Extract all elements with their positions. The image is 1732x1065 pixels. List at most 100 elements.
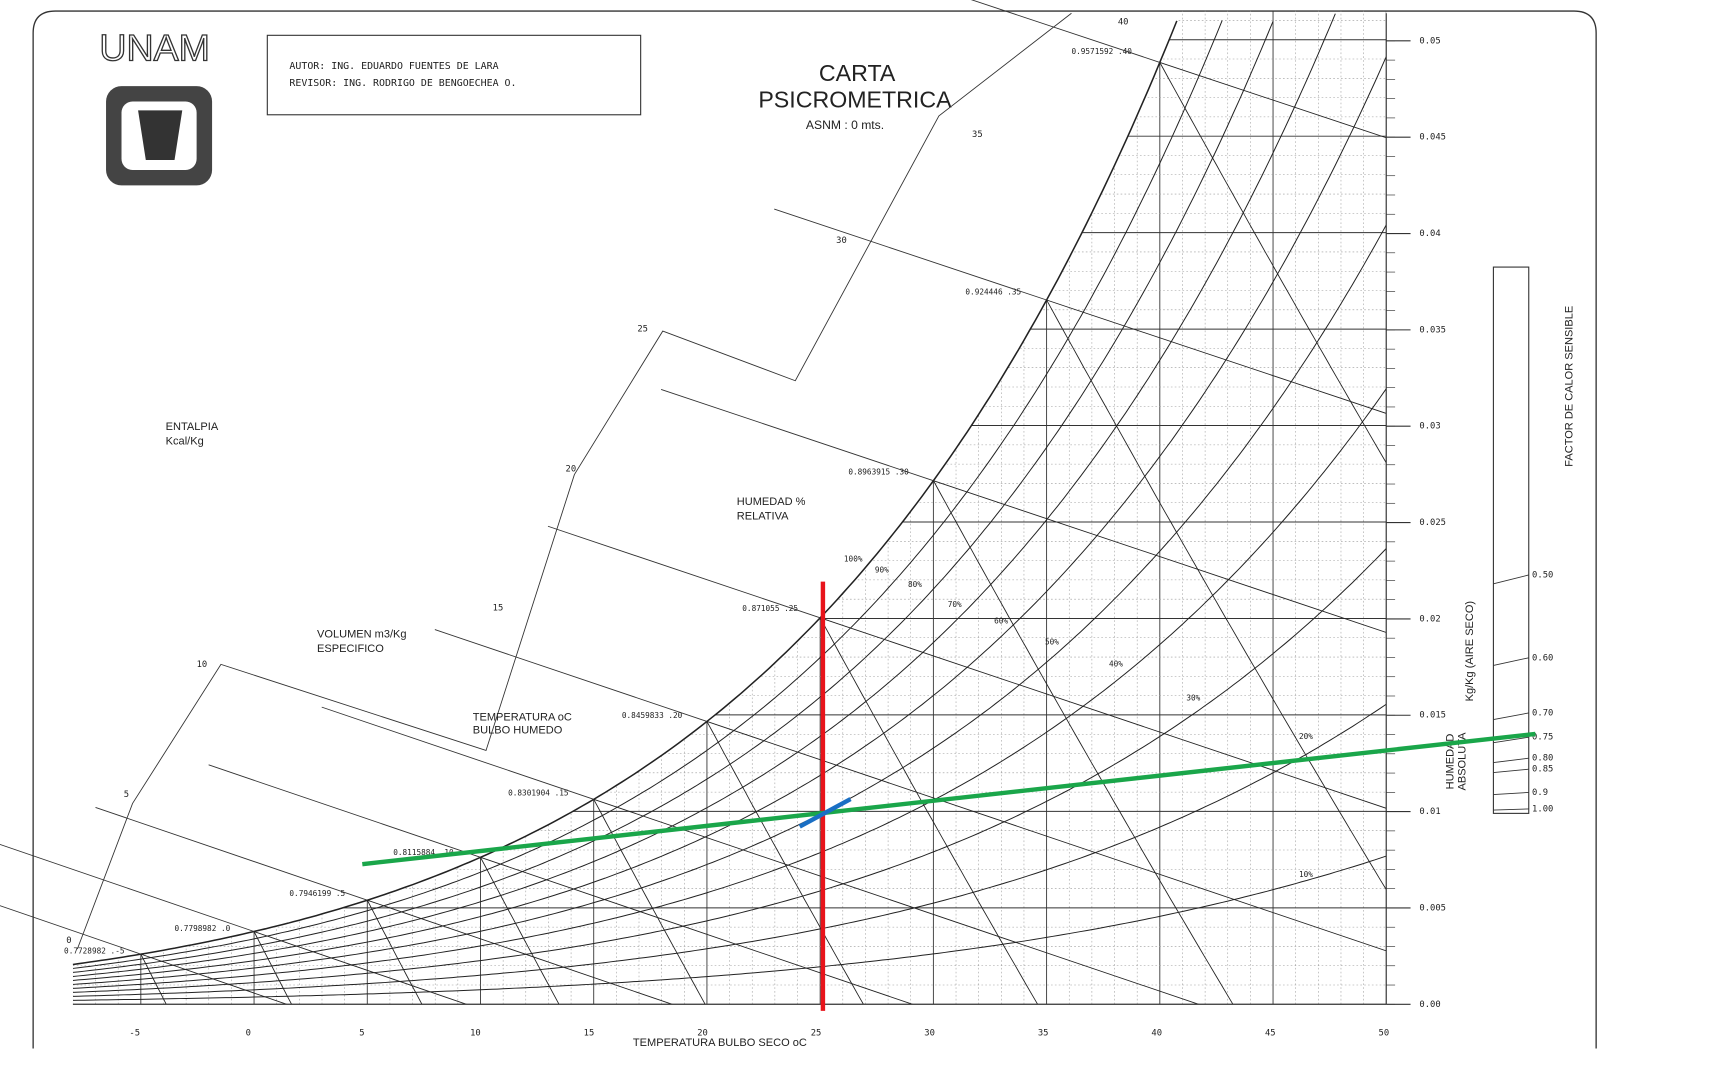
enthalpy-line [547,525,821,619]
rh-curve [72,13,1336,977]
enthalpy-tick-label: 0 [66,936,71,946]
y-tick-label: 0.05 [1419,36,1440,46]
rh-curve [72,855,1387,1001]
enthalpy-line [95,806,368,901]
wet-bulb-line [253,931,467,1005]
y-tick-label: 0.005 [1419,903,1446,913]
page-border [32,10,1597,1049]
shf-tick-label: 0.75 [1532,733,1553,743]
rh-label: 40% [1109,659,1123,668]
x-tick-label: -5 [129,1028,140,1038]
overlay [362,581,1536,1011]
enthalpy-tick-label: 40 [1118,18,1129,28]
shf-tick [1493,808,1529,811]
enthalpy-line [0,905,141,955]
volume-label: 0.8301904 .15 [508,789,569,798]
volume-line [1157,58,1387,1005]
volume-label: 0.7946199 .5 [289,889,345,898]
shf-tick [1493,768,1529,773]
wet-bulb-sub: BULBO HUMEDO [473,725,563,737]
author-box [266,34,642,116]
humidity-label: HUMEDAD [1444,734,1456,790]
wet-bulb-label: TEMPERATURA oC [473,711,572,723]
enthalpy-unit: Kcal/Kg [166,435,204,447]
y-tick-label: 0.035 [1419,325,1446,335]
rh-label: 90% [875,566,889,575]
rh-curve [72,20,1178,966]
y-tick-label: 0.01 [1419,807,1440,817]
volume-label: 0.7798982 .0 [175,924,231,933]
rh-label: 10% [1299,870,1313,879]
shf-tick-label: 0.80 [1532,754,1553,764]
rh-curve [72,388,1387,989]
shf-tick [1493,657,1529,666]
volume-label: VOLUMEN m3/Kg [317,629,407,641]
x-tick-label: 0 [246,1028,251,1038]
enthalpy-line [434,629,708,722]
volume-line [814,608,1039,1005]
volume-line [703,714,864,1005]
state-marker [798,797,852,829]
y-tick-label: 0.02 [1419,614,1440,624]
shf-tick [1493,574,1529,585]
y-tick-label: 0.00 [1419,1000,1440,1010]
x-tick-label: 35 [1038,1028,1049,1038]
x-tick-label: 5 [359,1028,364,1038]
volume-label: 0.924446 .35 [965,287,1021,296]
enthalpy-line [321,706,594,800]
x-tick-label: 20 [697,1028,708,1038]
wet-bulb-line [480,856,913,1005]
y-tick-label: 0.045 [1419,133,1446,143]
enthalpy-line [0,843,255,932]
rh-label: 70% [948,600,962,609]
rh-label: 100% [844,555,863,564]
volume-line [476,849,560,1005]
saturated-area [72,10,1387,1005]
volume-label: 0.9571592 .40 [1071,47,1132,56]
volume-line [136,946,167,1005]
rh-curve [72,21,1274,973]
shf-tick-label: 0.9 [1532,788,1548,798]
unam-emblem [106,86,213,186]
shf-tick-label: 1.00 [1532,804,1553,814]
rh-curve [72,703,1387,997]
rh-curve [72,20,1223,969]
shf-line [362,731,1536,867]
enthalpy-tick-label: 10 [197,660,208,670]
wet-bulb-line [933,480,1387,1005]
y-tick-label: 0.03 [1419,422,1440,432]
enthalpy-tick-label: 5 [124,790,129,800]
wet-bulb-line [593,798,1199,1005]
volume-line [589,791,706,1005]
enthalpy-line [970,0,1160,63]
x-axis-title: TEMPERATURA BULBO SECO oC [633,1037,807,1049]
shf-label: FACTOR DE CALOR SENSIBLE [1564,306,1576,467]
enthalpy-tick-label: 30 [836,236,847,246]
enthalpy-tick-label: 25 [637,324,648,334]
volume-label: 0.7728982 .-5 [64,946,125,955]
x-tick-label: 25 [811,1028,822,1038]
enthalpy-label: ENTALPIA [166,421,219,433]
y-tick-label: 0.025 [1419,518,1446,528]
altitude: ASNM : 0 mts. [806,118,884,132]
wet-bulb-line [1046,299,1387,1005]
rh-label: 60% [994,616,1008,625]
wet-bulb-line [367,899,673,1005]
humidity-sub: ABSOLUTA [1456,732,1468,791]
y-tick-label: 0.04 [1419,229,1440,239]
volume-label: 0.8963915 .30 [848,467,909,476]
shf-box [1492,266,1530,814]
rh-label: 30% [1186,694,1200,703]
rh-label: 20% [1299,732,1313,741]
reviewer: REVISOR: ING. RODRIGO DE BENGOECHEA O. [289,78,516,89]
wet-bulb-line [706,721,1387,1005]
volume-line [365,898,423,1005]
shf-tick [1493,757,1529,764]
enthalpy-tick-label: 15 [493,604,504,614]
title-line2: PSICROMETRICA [758,87,952,113]
shf-tick-label: 0.85 [1532,765,1553,775]
rh-curve [72,224,1387,985]
shf-tick [1493,712,1529,720]
humidity-unit: Kg/Kg (AIRE SECO) [1464,601,1476,702]
